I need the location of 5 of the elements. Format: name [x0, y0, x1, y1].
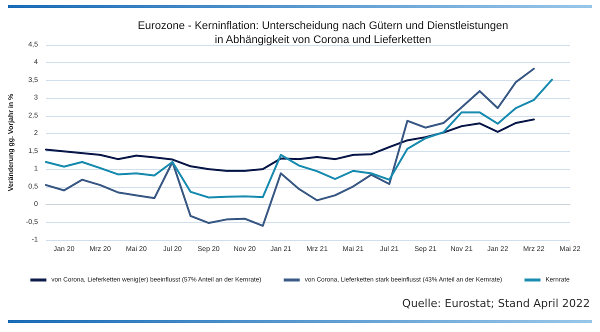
- source-note: Quelle: Eurostat; Stand April 2022: [402, 297, 590, 310]
- line-series: [44, 118, 535, 172]
- line-series: [44, 68, 535, 227]
- line-series: [44, 78, 553, 198]
- chart-title: Eurozone - Kerninflation: Unterscheidung nach Gütern und Dienstleistungen in Abhängigkeit von Corona und Lieferketten: [138, 20, 508, 46]
